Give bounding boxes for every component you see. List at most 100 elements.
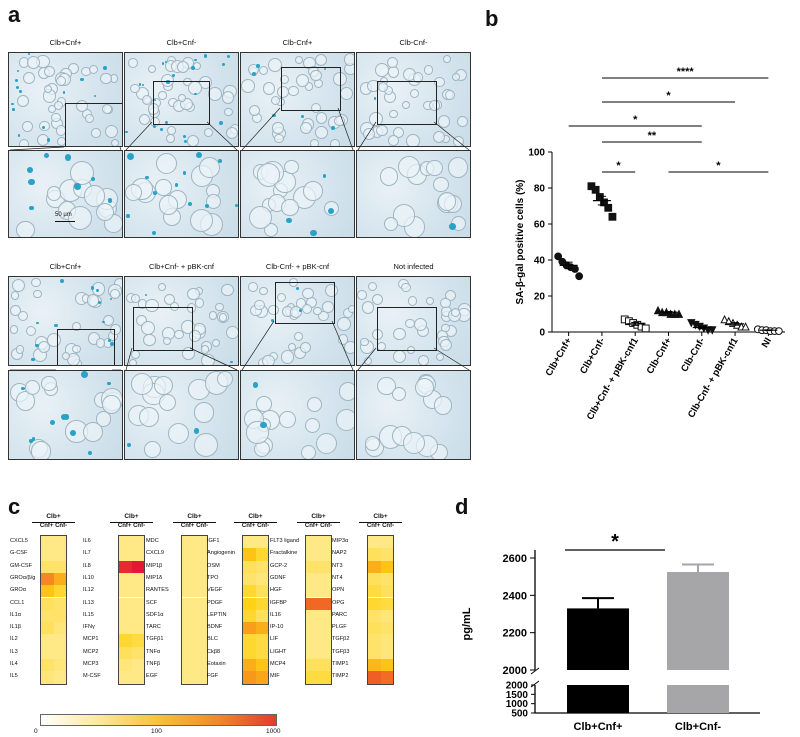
heatmap-row-label: IL12	[83, 587, 94, 594]
heatmap-cell	[194, 634, 207, 647]
cell-shape	[294, 55, 304, 65]
scale-bar-label: 50 µm	[55, 212, 72, 218]
axis-break-mark	[530, 667, 540, 675]
data-point	[720, 314, 729, 324]
sa-beta-gal-stain	[64, 153, 72, 161]
cell-shape	[279, 75, 289, 84]
header-underline	[359, 522, 402, 523]
heatmap-cell	[318, 671, 331, 684]
heatmap-row-label: LIGHT	[270, 648, 287, 655]
heatmap-row-label: TGFβ2	[332, 636, 350, 643]
cell-shape	[375, 63, 390, 78]
cell-shape	[192, 61, 201, 70]
cell-shape	[167, 422, 189, 444]
data-point	[604, 203, 613, 212]
cell-shape	[221, 91, 235, 104]
cell-shape	[343, 53, 354, 66]
y-tick-label: 2600	[503, 553, 527, 565]
cell-shape	[290, 306, 303, 319]
cell-shape	[16, 220, 35, 237]
cell-shape	[104, 124, 119, 139]
heatmap-cell	[53, 646, 66, 659]
heatmap-cell	[131, 659, 144, 672]
panel-c-letter: c	[8, 494, 21, 519]
sa-beta-gal-stain	[205, 204, 210, 209]
heatmap-cell	[243, 548, 256, 561]
sa-beta-gal-stain	[90, 286, 94, 290]
heatmap-cell	[318, 572, 331, 586]
heatmap-row-label: Ckβ8	[207, 648, 221, 655]
zoom-connector	[357, 347, 377, 371]
bar-upper-segment	[567, 608, 629, 670]
heatmap-row-label: IL2	[10, 636, 18, 643]
zoom-region-box	[275, 282, 335, 324]
cell-shape	[337, 334, 349, 345]
sa-beta-gal-stain	[42, 126, 45, 129]
cell-shape	[443, 55, 452, 64]
y-tick-label: 20	[534, 292, 546, 303]
sa-beta-gal-stain	[127, 442, 132, 447]
cell-shape	[158, 195, 179, 216]
cell-shape	[397, 155, 421, 179]
heatmap-cell	[255, 609, 268, 623]
cell-shape	[25, 325, 37, 337]
cell-shape	[388, 134, 399, 146]
heatmap-subheader: Cnf+ Cnf-	[241, 523, 270, 529]
colorbar-tick-label: 0	[34, 728, 38, 735]
heatmap-cell	[380, 585, 393, 598]
heatmap-cell	[306, 659, 319, 672]
heatmap-cell	[41, 597, 54, 610]
heatmap-row-label: IGF1	[207, 538, 220, 544]
row1-zoom-image-1	[124, 150, 239, 238]
data-point	[774, 327, 783, 336]
heatmap-row-label: SCF	[146, 599, 158, 606]
heatmap-cell	[318, 622, 331, 635]
cell-shape	[131, 293, 141, 303]
sa-beta-gal-stain	[63, 414, 70, 421]
heatmap-row-label: IL8	[83, 562, 91, 569]
heatmap-row-label: Angiogenin	[207, 550, 235, 557]
sa-beta-gal-stain	[182, 135, 186, 138]
sa-beta-gal-stain	[73, 183, 81, 190]
cell-shape	[302, 287, 314, 299]
sa-beta-gal-stain	[234, 203, 238, 207]
heatmap-cell	[119, 548, 132, 561]
x-tick-label: Clb+Cnf+	[574, 721, 623, 730]
heatmap-cell	[131, 646, 144, 659]
cell-shape	[193, 402, 215, 423]
heatmap-row-label: IP-10	[270, 624, 284, 631]
heatmap-row-label: MDC	[146, 538, 159, 544]
cell-shape	[163, 293, 175, 306]
heatmap-row-label: OPN	[332, 587, 345, 594]
heatmap-cell	[255, 634, 268, 647]
cell-shape	[207, 87, 222, 101]
heatmap-cell	[131, 572, 144, 586]
zoom-connector	[9, 146, 65, 151]
sa-beta-gal-stain	[153, 191, 157, 195]
sa-beta-gal-stain	[323, 67, 326, 71]
y-tick-label: 40	[534, 256, 546, 267]
heatmap-cell	[41, 671, 54, 684]
sa-beta-gal-stain	[153, 99, 157, 102]
heatmap-row-label: CCL1	[10, 599, 25, 606]
heatmap-cell	[255, 622, 268, 635]
sa-beta-gal-stain	[49, 420, 55, 425]
sa-beta-gal-stain	[11, 102, 14, 106]
heatmap-cell	[380, 659, 393, 672]
row1-zoom-image-0	[8, 150, 123, 238]
heatmap-cell	[182, 609, 195, 623]
sa-beta-gal-stain	[164, 60, 167, 63]
zoom-region-box	[377, 307, 437, 351]
heatmap-cell	[380, 671, 393, 684]
cell-shape	[309, 69, 322, 82]
zoom-region-box	[65, 103, 122, 146]
cell-shape	[338, 382, 354, 401]
cell-shape	[9, 325, 18, 334]
significance-label: *	[633, 114, 638, 126]
sa-beta-gal-stain	[162, 62, 165, 65]
cell-shape	[379, 167, 399, 186]
cell-shape	[372, 294, 384, 306]
cell-shape	[305, 417, 321, 434]
heatmap-cell	[182, 560, 195, 573]
panel-b-scatter-chart: 0 20 40 60 80 100 SA-β-gal positive cells (%) C…	[515, 66, 785, 422]
